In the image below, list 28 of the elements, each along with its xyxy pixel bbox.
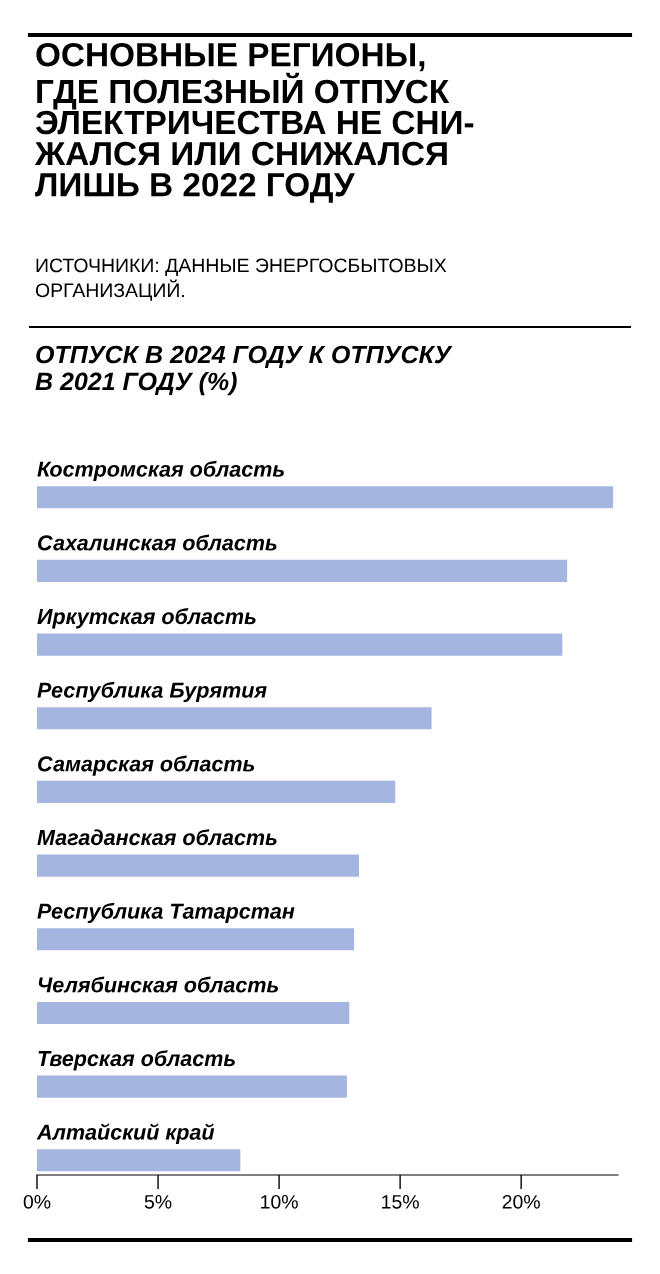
y-tick-label: Иркутская область [37,608,256,629]
bar [37,1075,347,1098]
y-tick-label: Сахалинская область [38,534,277,551]
bar [37,486,614,509]
y-tick-label: Самарская область [38,755,255,776]
bar [37,633,563,656]
x-tick-label: 5% [144,1195,172,1209]
y-tick-label: Тверская область [38,1050,235,1071]
bar [37,1149,241,1172]
bar [37,707,432,730]
x-tick-label: 15% [382,1195,419,1209]
y-tick-label: Алтайский край [36,1123,215,1145]
bar [37,1001,350,1024]
chart-title: ОСНОВНЫЕ РЕГИОНЫ, ГДЕ ПОЛЕЗНЫЙ ОТПУСК ЭЛЕКТРИЧЕСТВА НЕ СНИ- ЖАЛСЯ ИЛИ СНИЖАЛСЯ ЛИШЬ В 2022 ГОДУ [34,42,474,203]
text: ИСТОЧНИКИ: ДАННЫЕ ЭНЕРГОСБЫТОВЫХ ОРГАНИЗАЦИЙ. [35,258,447,301]
y-tick-label: Магаданская область [37,829,277,846]
x-tick-label: 20% [502,1194,540,1209]
y-tick-label: Республика Бурятия [37,681,267,703]
y-tick-label: Челябинская область [38,976,278,993]
bar [37,559,568,582]
x-tick-label: 0% [23,1194,51,1209]
x-tick-label: 10% [261,1194,298,1209]
y-tick-label: Костромская область [37,460,284,482]
bar [37,928,355,951]
bar [37,854,359,877]
y-tick-label: Республика Татарстан [37,902,295,924]
chart-subtitle: ОТПУСК В 2024 ГОДУ К ОТПУСКУ В 2021 ГОДУ (%) [35,345,453,396]
bar [37,780,396,803]
